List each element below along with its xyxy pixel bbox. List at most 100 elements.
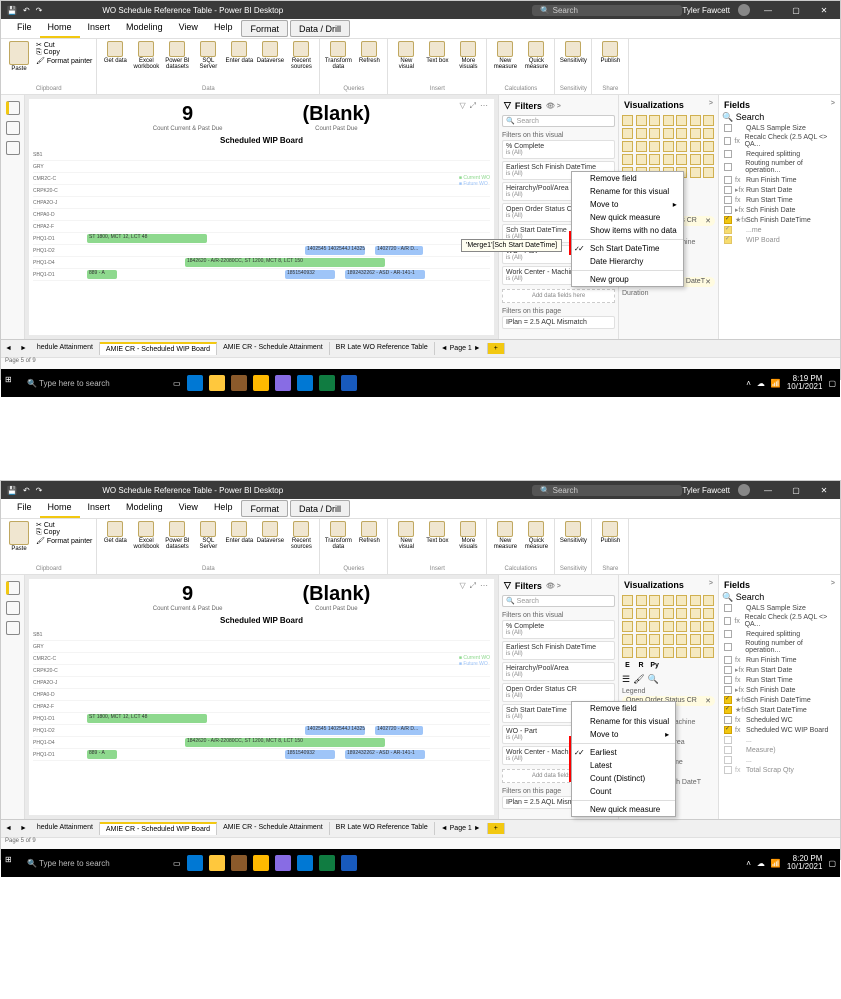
gantt-chart[interactable]: Current WOFuture WO SB1GRYCMR2C-CCRPK20-… [29,625,494,805]
viz-type-icon[interactable] [690,141,701,152]
field-item[interactable]: Required splitting [722,149,837,159]
menu-home[interactable]: Home [40,499,80,518]
maximize-button[interactable]: ▢ [786,6,806,15]
viz-type-icon[interactable] [676,634,687,645]
ribbon-power-bi-datasets[interactable]: Power BI datasets [163,521,191,550]
redo-icon[interactable]: ↷ [36,486,43,495]
ribbon-more-visuals[interactable]: More visuals [454,521,482,550]
taskbar-app-icon[interactable] [319,855,335,871]
viz-type-icon[interactable] [649,608,660,619]
add-page-button[interactable]: + [488,823,505,834]
viz-type-icon[interactable] [649,154,660,165]
add-fields-drop[interactable]: Add data fields here [502,289,615,303]
report-view-icon[interactable] [6,101,20,115]
field-item[interactable]: fxRun Finish Time [722,655,837,665]
ribbon-excel-workbook[interactable]: Excel workbook [132,41,160,70]
ribbon-new-measure[interactable]: New measure [491,521,519,550]
field-item[interactable]: fxRun Start Time [722,195,837,205]
viz-type-icon[interactable] [690,647,701,658]
filter-card[interactable]: Heirarchy/Pool/Areais (All) [502,662,615,681]
start-button[interactable]: ⊞ [5,375,21,391]
gantt-bar[interactable]: 1892432262 - ASD - AR-141-1 [345,750,425,759]
undo-icon[interactable]: ↶ [23,486,30,495]
menu-help[interactable]: Help [206,499,241,518]
field-item[interactable]: Measure) [722,745,837,755]
menu-modeling[interactable]: Modeling [118,19,171,38]
ribbon-new-measure[interactable]: New measure [491,41,519,70]
context-menu-item[interactable]: New quick measure [572,803,675,816]
format-painter-button[interactable]: 🖌 Format painter [36,537,92,545]
filters-search[interactable]: 🔍 Search [502,595,615,607]
filters-expand-icon[interactable]: 👁 > [546,102,561,110]
field-item[interactable]: ▸fxRun Start Date [722,185,837,195]
tray-cloud-icon[interactable]: ☁ [757,859,765,868]
viz-type-icon[interactable] [622,647,633,658]
save-icon[interactable]: 💾 [7,486,17,495]
tab-scroll-left[interactable]: ◄ [1,825,16,832]
viz-type-icon[interactable] [703,141,714,152]
focus-icon[interactable]: ⤢ [470,581,476,591]
field-item[interactable]: ... [722,735,837,745]
viz-type-icon[interactable] [636,621,647,632]
gantt-bar[interactable]: 889 - A [87,750,117,759]
gantt-chart[interactable]: Current WOFuture WO SB1GRYCMR2C-CCRPK20-… [29,145,494,325]
viz-type-icon[interactable] [690,128,701,139]
tab-scroll-right[interactable]: ► [16,345,31,352]
ribbon-power-bi-datasets[interactable]: Power BI datasets [163,41,191,70]
field-item[interactable]: fxTotal Scrap Qty [722,765,837,775]
viz-type-icon[interactable] [622,128,633,139]
context-menu-item[interactable]: Remove field [572,702,675,715]
viz-type-icon[interactable] [676,621,687,632]
viz-type-icon[interactable] [703,608,714,619]
fields-collapse-icon[interactable]: > [831,100,835,107]
ribbon-more-visuals[interactable]: More visuals [454,41,482,70]
viz-type-icon[interactable] [663,621,674,632]
fields-collapse-icon[interactable]: > [831,580,835,587]
viz-type-icon[interactable] [663,647,674,658]
gantt-bar[interactable]: 1892432262 - ASD - AR-141-1 [345,270,425,279]
field-item[interactable]: QALS Sample Size [722,603,837,613]
ribbon-new-visual[interactable]: New visual [392,41,420,70]
more-icon[interactable]: ⋯ [480,101,488,111]
data-view-icon[interactable] [6,121,20,135]
fields-search[interactable]: 🔍 Search [722,592,837,603]
ribbon-recent-sources[interactable]: Recent sources [287,41,315,70]
viz-type-icon[interactable] [676,647,687,658]
menu-home[interactable]: Home [40,19,80,38]
viz-type-icon[interactable] [649,634,660,645]
context-menu-item[interactable]: Remove field [572,172,683,185]
gantt-bar[interactable]: ST 1800, MCT 12, LCT 48 [87,714,207,723]
page-tab[interactable]: AMIE CR - Schedule Attainment [217,822,330,835]
viz-type-icon[interactable] [636,634,647,645]
ribbon-transform-data[interactable]: Transform data [324,41,352,70]
user-name[interactable]: Tyler Fawcett [682,6,730,15]
ribbon-quick-measure[interactable]: Quick measure [522,41,550,70]
ribbon-dataverse[interactable]: Dataverse [256,521,284,544]
tray-chevron[interactable]: ˄ [746,859,751,868]
viz-type-icon[interactable] [649,647,660,658]
viz-type-icon[interactable] [622,595,633,606]
tray-cloud-icon[interactable]: ☁ [757,379,765,388]
context-menu-item[interactable]: Count [572,785,675,798]
ribbon-enter-data[interactable]: Enter data [225,41,253,64]
viz-type-icon[interactable] [676,608,687,619]
copy-button[interactable]: ⎘ Copy [36,49,60,57]
viz-type-icon[interactable] [703,647,714,658]
taskbar-app-icon[interactable] [319,375,335,391]
viz-type-icon[interactable] [703,128,714,139]
maximize-button[interactable]: ▢ [786,486,806,495]
filter-card[interactable]: Open Order Status CRis (All) [502,683,615,702]
redo-icon[interactable]: ↷ [36,6,43,15]
add-page-button[interactable]: + [488,343,505,354]
ribbon-sql-server[interactable]: SQL Server [194,41,222,70]
taskbar-search[interactable]: 🔍 Type here to search [27,379,167,388]
close-button[interactable]: ✕ [814,486,834,495]
ribbon-new-visual[interactable]: New visual [392,521,420,550]
ribbon-excel-workbook[interactable]: Excel workbook [132,521,160,550]
field-item[interactable]: ... [722,755,837,765]
context-menu-item[interactable]: Move to▸ [572,728,675,741]
viz-type-icon[interactable] [636,128,647,139]
tab-scroll-right[interactable]: ► [16,825,31,832]
context-menu-item[interactable]: Move to▸ [572,198,683,211]
viz-collapse-icon[interactable]: > [709,100,713,107]
